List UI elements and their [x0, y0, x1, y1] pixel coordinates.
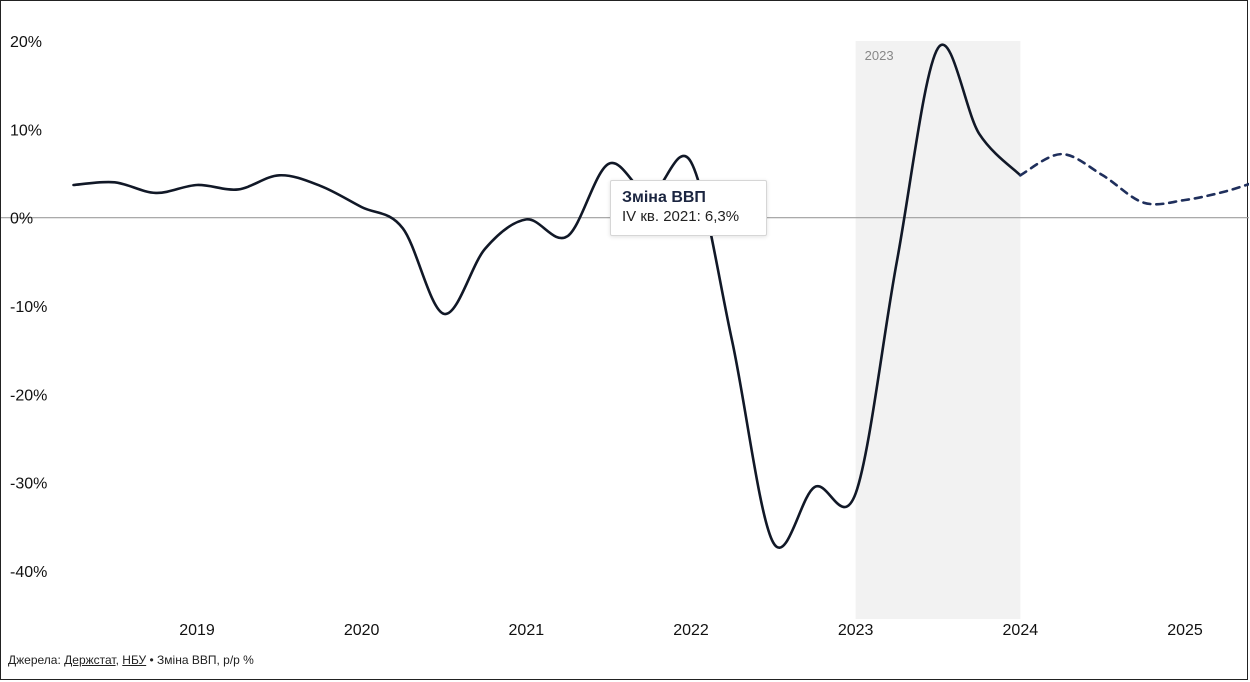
source-link-nbu[interactable]: НБУ — [122, 653, 147, 667]
x-tick-label: 2024 — [1003, 622, 1039, 639]
tooltip-title: Зміна ВВП — [622, 189, 706, 206]
chart-tooltip: Зміна ВВП IV кв. 2021: 6,3% — [610, 180, 767, 236]
source-prefix: Джерела: — [8, 653, 61, 667]
gdp-actual-line — [72, 43, 1022, 549]
gdp-forecast-line — [1019, 152, 1249, 206]
y-tick-label: 10% — [10, 122, 42, 139]
y-tick-label: -20% — [10, 387, 47, 404]
x-tick-label: 2022 — [673, 622, 709, 639]
x-tick-label: 2021 — [509, 622, 545, 639]
y-tick-label: -40% — [10, 564, 47, 581]
y-tick-label: -10% — [10, 299, 47, 316]
x-tick-label: 2020 — [344, 622, 380, 639]
source-separator: , — [115, 653, 119, 667]
y-tick-label: 20% — [10, 34, 42, 51]
y-tick-label: 0% — [10, 211, 33, 228]
y-tick-label: -30% — [10, 476, 47, 493]
highlight-band-label: 2023 — [865, 48, 894, 63]
source-link-derzhstat[interactable]: Держстат — [64, 653, 116, 667]
x-tick-label: 2023 — [838, 622, 874, 639]
source-note: Джерела: Держстат, НБУ • Зміна ВВП, р/р … — [8, 653, 254, 667]
tooltip-value: IV кв. 2021: 6,3% — [622, 208, 740, 225]
x-tick-label: 2019 — [179, 622, 215, 639]
highlight-band-2023 — [855, 41, 1021, 619]
source-suffix: • Зміна ВВП, р/р % — [149, 653, 254, 667]
x-tick-label: 2025 — [1167, 622, 1203, 639]
